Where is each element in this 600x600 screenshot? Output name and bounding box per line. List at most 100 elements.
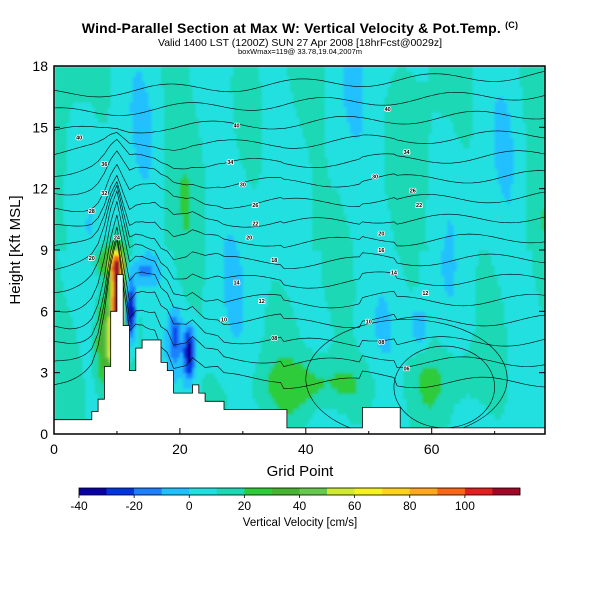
velocity-cell xyxy=(176,234,181,241)
velocity-cell xyxy=(264,96,269,103)
velocity-cell xyxy=(227,234,231,241)
velocity-cell xyxy=(201,219,206,226)
velocity-cell xyxy=(57,362,61,369)
velocity-cell xyxy=(82,285,87,292)
velocity-cell xyxy=(173,122,178,128)
velocity-cell xyxy=(186,311,190,318)
velocity-cell xyxy=(179,96,184,103)
velocity-cell xyxy=(72,86,77,93)
velocity-cell xyxy=(69,393,74,399)
velocity-cell xyxy=(63,367,68,374)
velocity-cell xyxy=(154,173,159,180)
velocity-cell xyxy=(135,127,140,134)
velocity-cell xyxy=(101,137,105,144)
velocity-cell xyxy=(85,367,90,374)
velocity-cell xyxy=(220,377,225,384)
velocity-cell xyxy=(214,239,219,246)
velocity-cell xyxy=(186,178,190,185)
velocity-cell xyxy=(167,336,172,343)
velocity-cell xyxy=(54,403,58,410)
velocity-cell xyxy=(110,71,115,77)
velocity-cell xyxy=(145,183,150,190)
velocity-cell xyxy=(167,285,172,292)
velocity-cell xyxy=(195,173,200,180)
velocity-cell xyxy=(120,66,124,72)
velocity-cell xyxy=(63,112,68,118)
velocity-cell xyxy=(227,106,231,113)
velocity-cell xyxy=(271,362,275,369)
velocity-cell xyxy=(138,96,143,103)
velocity-cell xyxy=(179,234,184,241)
velocity-cell xyxy=(245,311,250,318)
velocity-cell xyxy=(120,270,124,277)
velocity-cell xyxy=(54,198,58,205)
velocity-cell xyxy=(195,331,200,338)
velocity-cell xyxy=(135,290,140,297)
velocity-cell xyxy=(154,219,159,226)
velocity-cell xyxy=(135,81,140,88)
velocity-cell xyxy=(138,265,143,272)
velocity-cell xyxy=(227,255,231,261)
velocity-cell xyxy=(138,173,143,180)
velocity-cell xyxy=(79,193,83,200)
velocity-cell xyxy=(82,280,87,287)
velocity-cell xyxy=(189,219,194,226)
velocity-cell xyxy=(208,290,212,297)
velocity-cell xyxy=(242,244,247,251)
velocity-cell xyxy=(66,342,71,348)
velocity-cell xyxy=(217,96,222,103)
velocity-cell xyxy=(138,204,143,210)
velocity-cell xyxy=(88,91,93,98)
velocity-cell xyxy=(258,96,263,103)
velocity-cell xyxy=(113,204,118,210)
velocity-cell xyxy=(157,101,162,108)
velocity-cell xyxy=(76,229,80,236)
velocity-cell xyxy=(132,270,137,277)
velocity-cell xyxy=(230,342,235,348)
velocity-cell xyxy=(252,81,257,88)
velocity-cell xyxy=(66,163,71,169)
velocity-cell xyxy=(236,214,241,220)
velocity-cell xyxy=(249,372,253,379)
velocity-cell xyxy=(54,106,58,113)
velocity-cell xyxy=(217,224,222,231)
velocity-cell xyxy=(54,219,58,226)
velocity-cell xyxy=(157,229,162,236)
velocity-cell xyxy=(63,270,68,277)
velocity-cell xyxy=(208,393,212,399)
velocity-cell xyxy=(242,209,247,215)
velocity-cell xyxy=(223,168,228,174)
velocity-cell xyxy=(76,66,80,72)
velocity-cell xyxy=(255,147,260,154)
velocity-cell xyxy=(132,342,137,348)
velocity-cell xyxy=(116,81,121,88)
velocity-cell xyxy=(233,336,238,343)
velocity-cell xyxy=(57,316,61,323)
velocity-cell xyxy=(208,91,212,98)
velocity-cell xyxy=(60,377,65,384)
velocity-cell xyxy=(236,219,241,226)
velocity-cell xyxy=(220,224,225,231)
velocity-cell xyxy=(227,270,231,277)
velocity-cell xyxy=(98,183,102,190)
velocity-cell xyxy=(220,290,225,297)
velocity-cell xyxy=(252,362,257,369)
velocity-cell xyxy=(198,137,203,144)
velocity-cell xyxy=(123,86,127,93)
velocity-cell xyxy=(94,147,99,154)
velocity-cell xyxy=(154,234,159,241)
velocity-cell xyxy=(167,137,172,144)
velocity-cell xyxy=(94,352,99,358)
velocity-cell xyxy=(98,168,102,174)
velocity-cell xyxy=(154,152,159,159)
velocity-cell xyxy=(57,152,61,159)
velocity-cell xyxy=(129,91,134,98)
velocity-cell xyxy=(249,285,253,292)
velocity-cell xyxy=(63,163,68,169)
velocity-cell xyxy=(132,362,137,369)
velocity-cell xyxy=(255,301,260,307)
velocity-cell xyxy=(63,193,68,200)
velocity-cell xyxy=(154,326,159,333)
velocity-cell xyxy=(186,280,190,287)
velocity-cell xyxy=(211,132,216,139)
